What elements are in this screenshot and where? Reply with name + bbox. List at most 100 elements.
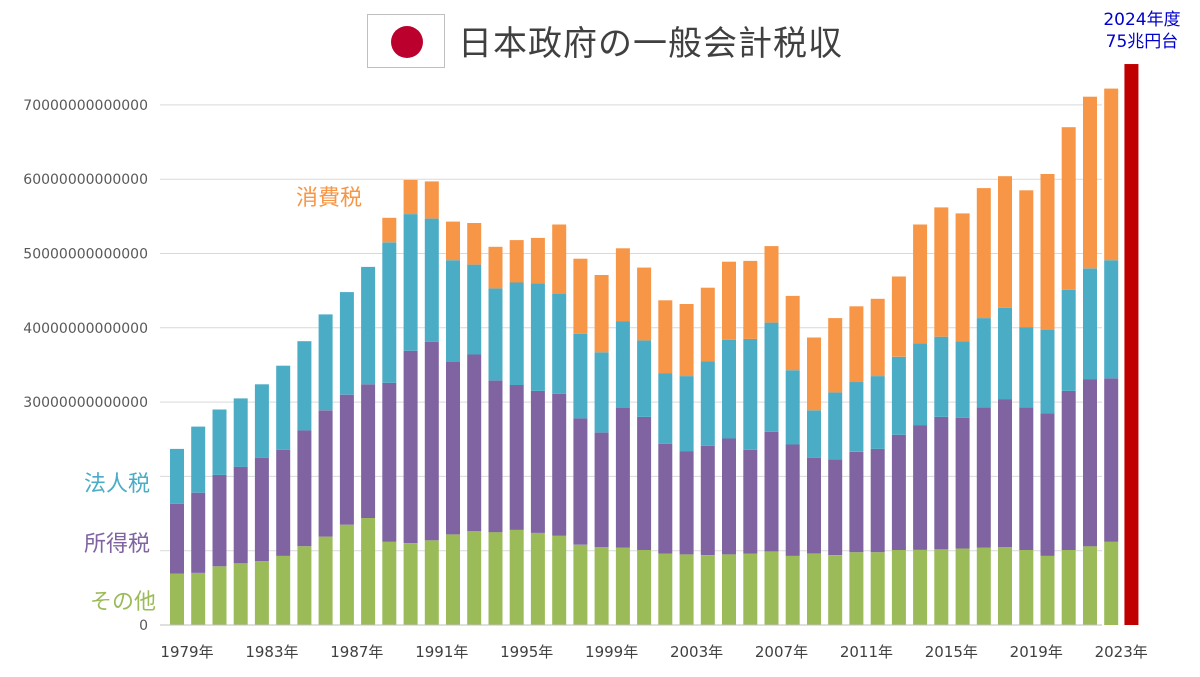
bar-segment (870, 552, 885, 625)
bar-segment (913, 550, 928, 625)
bar-segment (955, 417, 970, 549)
bar-segment (403, 179, 418, 215)
axes: 0 30000000000000 40000000000000 50000000000… (23, 98, 1147, 661)
label-corporate-tax: 法人税 (84, 472, 151, 497)
gridlines (160, 104, 1102, 626)
bar-segment (488, 288, 503, 381)
bar-segment (1104, 88, 1119, 261)
bar-segment (722, 339, 736, 439)
bar-segment (955, 548, 970, 625)
bar-segment (361, 518, 376, 625)
bar-segment (913, 343, 928, 426)
bar-segment (446, 221, 460, 261)
callout-line-year: 2024年度 (1103, 10, 1181, 30)
bar-segment (700, 555, 715, 625)
callout-2024: 2024年度 75兆円台 (1084, 9, 1200, 53)
bar-segment (403, 214, 418, 351)
bar-segment (679, 554, 694, 625)
bar-segment (382, 382, 397, 542)
bar-segment (1040, 174, 1055, 330)
x-tick-label: 1991年 (415, 643, 468, 661)
bar-segment (552, 535, 567, 625)
bar-segment (191, 492, 206, 573)
bar-segment (891, 356, 906, 435)
bar-segment (254, 384, 269, 458)
bar-segment (276, 365, 291, 450)
bar-segment (615, 547, 630, 625)
bar-segment (807, 337, 821, 411)
bar-segment (743, 260, 758, 339)
bar-segment (934, 207, 949, 337)
bar-segment (339, 394, 354, 525)
bar-segment (998, 176, 1012, 308)
bar-segment (297, 430, 312, 547)
bar-segment (573, 544, 588, 625)
bar-segment (955, 341, 970, 418)
y-tick-label: 60000000000000 (23, 172, 148, 188)
bar-segment (1061, 127, 1076, 290)
bar-segment (1083, 546, 1097, 625)
bar-segment (170, 503, 184, 574)
bar-segment (276, 449, 291, 556)
bar-segment (615, 408, 630, 548)
bar-segment (658, 553, 673, 625)
bar-segment (913, 425, 928, 550)
bar-segment (467, 223, 482, 265)
bar-segment (446, 362, 460, 535)
x-tick-label: 2011年 (840, 643, 893, 661)
bar-segment (998, 547, 1012, 625)
bar-segment (318, 536, 333, 625)
bar-segment (743, 553, 758, 625)
bar-segment (764, 322, 779, 432)
label-income-tax: 所得税 (84, 532, 151, 557)
bar-segment (530, 391, 545, 533)
bar-segment (594, 275, 609, 353)
bar-segment (1083, 96, 1097, 269)
bar-segment (212, 566, 227, 625)
x-tick-label: 1995年 (500, 643, 553, 661)
bar-segment (509, 529, 524, 625)
bar-segment (318, 314, 333, 411)
bar-segment (573, 418, 588, 545)
bar-segment (339, 524, 354, 625)
y-tick-label: 30000000000000 (23, 395, 148, 411)
bar-segment (1019, 407, 1034, 550)
x-tick-label: 2019年 (1010, 643, 1063, 661)
bar-segment (700, 445, 715, 556)
x-tick-label: 1983年 (245, 643, 298, 661)
bar-segment (891, 276, 906, 357)
bar-segment (764, 431, 779, 552)
bar-segment (1040, 413, 1055, 556)
bar-segment (509, 385, 524, 530)
x-tick-label: 1999年 (585, 643, 638, 661)
bar-segment (976, 547, 991, 625)
bar-segment (1019, 550, 1034, 625)
y-tick-label: 40000000000000 (23, 321, 148, 337)
bar-segment (254, 457, 269, 562)
bar-segment (424, 181, 439, 219)
bar-segment (191, 426, 206, 493)
bar-segment (488, 380, 503, 533)
bar-segment (679, 304, 694, 377)
bar-segment (637, 550, 652, 625)
bar-segment (785, 555, 800, 625)
bar-segment (849, 306, 864, 383)
bar-segment (318, 410, 333, 537)
bar-segment (1104, 378, 1119, 542)
bar-segment (976, 318, 991, 408)
x-tick-label: 1987年 (330, 643, 383, 661)
bar-segment (212, 474, 227, 567)
bar-segment (955, 213, 970, 342)
x-tick-label: 2023年 (1095, 643, 1148, 661)
bar-segment (785, 295, 800, 371)
bar-segment (679, 451, 694, 555)
chart-title: 日本政府の一般会計税収 (458, 24, 843, 64)
bar-segment (1019, 327, 1034, 408)
label-consumption-tax: 消費税 (296, 186, 363, 211)
bar-segment (552, 224, 567, 294)
rising-sun-icon (391, 26, 423, 58)
bar-segment (467, 531, 482, 625)
bar-segment (870, 448, 885, 553)
bar-segment (849, 451, 864, 553)
